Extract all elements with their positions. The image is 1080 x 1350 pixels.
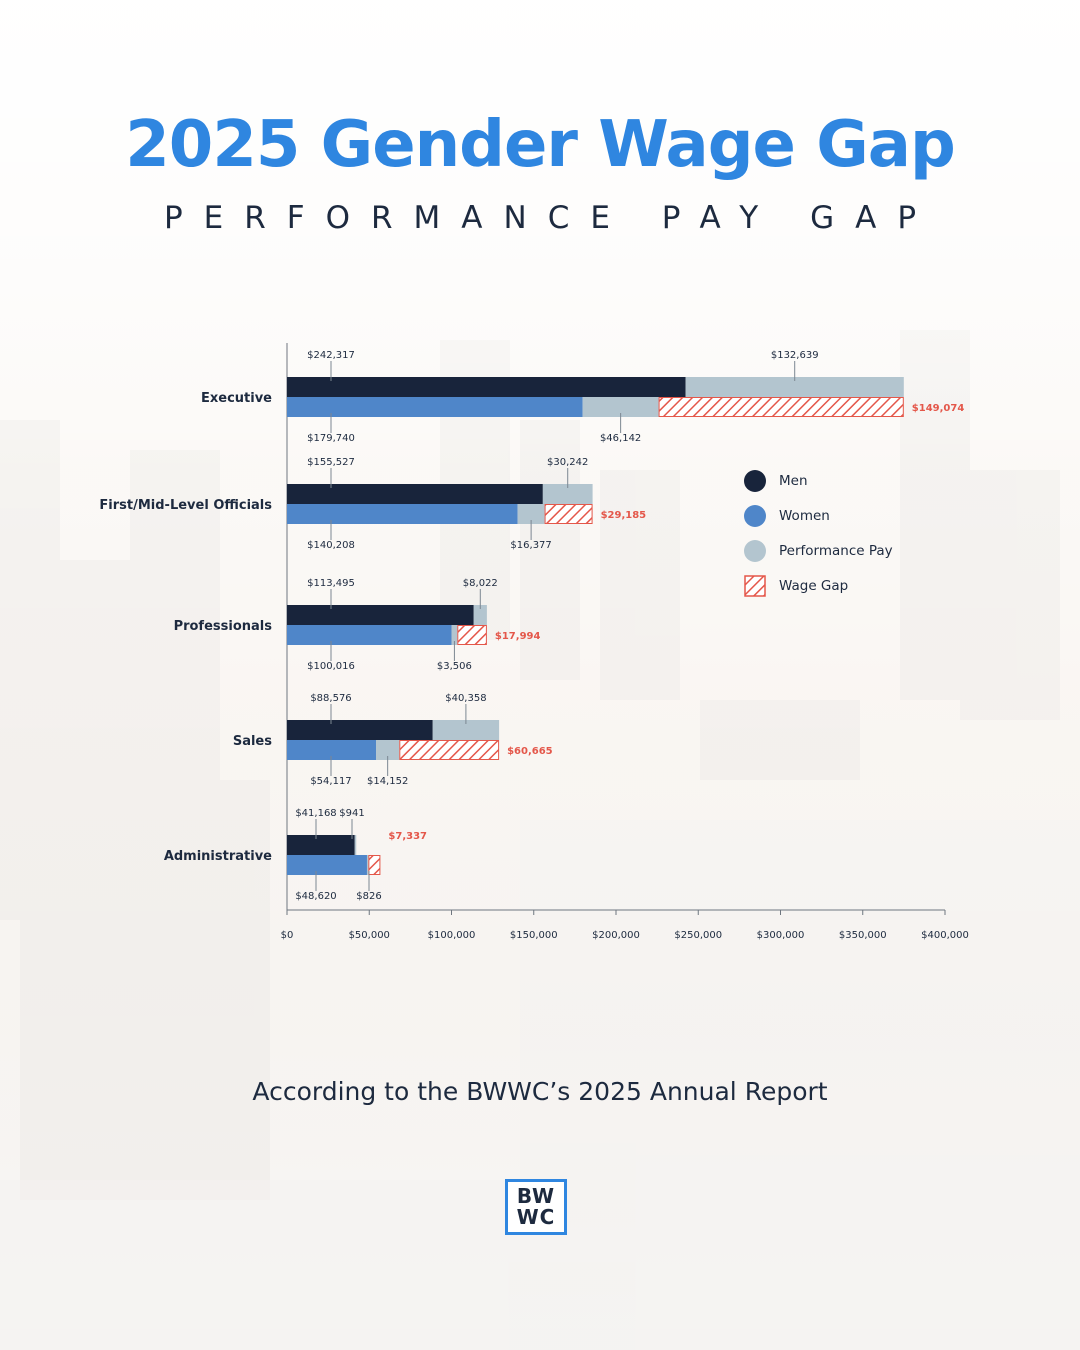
x-tick-label: $100,000 bbox=[428, 930, 476, 941]
legend-label-gap: Wage Gap bbox=[779, 577, 849, 594]
label-women-performance: $3,506 bbox=[437, 661, 472, 672]
category-label: Professionals bbox=[174, 619, 273, 634]
label-men-base: $88,576 bbox=[310, 693, 351, 704]
bar-men-performance bbox=[685, 377, 904, 397]
label-women-base: $54,117 bbox=[310, 776, 351, 787]
bar-men-performance bbox=[354, 835, 357, 855]
category-label: First/Mid-Level Officials bbox=[99, 498, 272, 513]
label-men-base: $113,495 bbox=[307, 578, 355, 589]
x-tick-label: $250,000 bbox=[674, 930, 722, 941]
label-wage-gap: $17,994 bbox=[495, 631, 541, 642]
page-title: 2025 Gender Wage Gap bbox=[125, 108, 956, 182]
legend-label-women: Women bbox=[779, 507, 830, 524]
logo-line-1: BW bbox=[516, 1184, 556, 1208]
page-subtitle: PERFORMANCE PAY GAP bbox=[163, 200, 938, 236]
label-women-performance: $826 bbox=[356, 891, 381, 902]
x-tick-label: $400,000 bbox=[921, 930, 969, 941]
legend-swatch-performance bbox=[744, 539, 766, 562]
label-wage-gap: $29,185 bbox=[601, 510, 647, 521]
label-men-performance: $941 bbox=[339, 808, 364, 819]
label-women-base: $48,620 bbox=[295, 891, 336, 902]
source-note: According to the BWWC’s 2025 Annual Repo… bbox=[252, 1077, 828, 1106]
bar-men-base bbox=[287, 484, 543, 504]
bar-women-performance bbox=[517, 504, 545, 524]
bar-women-performance bbox=[376, 740, 400, 760]
logo-line-2: WC bbox=[516, 1205, 556, 1229]
label-women-performance: $14,152 bbox=[367, 776, 408, 787]
bar-women-base bbox=[287, 625, 452, 645]
bar-women-performance bbox=[366, 855, 369, 875]
legend-swatch-gap bbox=[744, 574, 766, 597]
bar-wage-gap bbox=[399, 740, 500, 760]
label-women-performance: $16,377 bbox=[510, 540, 551, 551]
x-tick-label: $300,000 bbox=[757, 930, 805, 941]
legend-item-performance: Performance Pay bbox=[744, 533, 893, 568]
label-men-base: $155,527 bbox=[307, 457, 355, 468]
label-men-performance: $8,022 bbox=[463, 578, 498, 589]
label-men-performance: $30,242 bbox=[547, 457, 588, 468]
bar-women-performance bbox=[451, 625, 458, 645]
x-tick-label: $50,000 bbox=[349, 930, 390, 941]
legend-item-women: Women bbox=[744, 498, 893, 533]
bar-wage-gap bbox=[544, 504, 593, 524]
bar-men-base bbox=[287, 720, 433, 740]
label-women-base: $140,208 bbox=[307, 540, 355, 551]
bar-men-base bbox=[287, 605, 474, 625]
chart-bars bbox=[287, 377, 904, 875]
bar-men-performance bbox=[473, 605, 487, 625]
bwwc-logo: BW WC bbox=[505, 1179, 567, 1235]
legend-label-men: Men bbox=[779, 472, 808, 489]
x-tick-label: $0 bbox=[281, 930, 294, 941]
bar-wage-gap bbox=[457, 625, 487, 645]
wage-gap-chart: $0 $50,000 $100,000 $150,000 $200,000 $250,00… bbox=[99, 343, 969, 941]
label-women-base: $100,016 bbox=[307, 661, 355, 672]
chart-labels: Executive $242,317 $132,639 $179,740 $46,142… bbox=[99, 350, 964, 902]
x-tick-label: $350,000 bbox=[839, 930, 887, 941]
label-wage-gap: $149,074 bbox=[912, 403, 965, 414]
bar-men-base bbox=[287, 835, 355, 855]
label-men-performance: $40,358 bbox=[445, 693, 486, 704]
label-wage-gap: $7,337 bbox=[388, 831, 427, 842]
x-tick-label: $200,000 bbox=[592, 930, 640, 941]
bar-men-performance bbox=[432, 720, 500, 740]
x-tick-label: $150,000 bbox=[510, 930, 558, 941]
legend-item-gap: Wage Gap bbox=[744, 568, 893, 603]
legend-swatch-men bbox=[744, 469, 766, 492]
category-label: Sales bbox=[233, 734, 272, 749]
bar-women-performance bbox=[582, 397, 659, 417]
legend-swatch-women bbox=[744, 504, 766, 527]
chart-legend: Men Women Performance Pay Wage Gap bbox=[744, 463, 893, 603]
bar-women-base bbox=[287, 855, 367, 875]
bar-women-base bbox=[287, 397, 583, 417]
category-label: Executive bbox=[201, 391, 272, 406]
bar-men-base bbox=[287, 377, 686, 397]
legend-item-men: Men bbox=[744, 463, 893, 498]
bar-wage-gap bbox=[658, 397, 904, 417]
label-men-performance: $132,639 bbox=[771, 350, 819, 361]
label-wage-gap: $60,665 bbox=[507, 746, 553, 757]
chart-axes: $0 $50,000 $100,000 $150,000 $200,000 $250,00… bbox=[281, 343, 969, 941]
legend-label-performance: Performance Pay bbox=[779, 542, 893, 559]
bar-wage-gap bbox=[368, 855, 381, 875]
bar-women-base bbox=[287, 504, 518, 524]
category-label: Administrative bbox=[164, 849, 272, 864]
bar-men-performance bbox=[542, 484, 593, 504]
label-women-performance: $46,142 bbox=[600, 433, 641, 444]
bar-women-base bbox=[287, 740, 377, 760]
label-men-base: $41,168 bbox=[295, 808, 336, 819]
label-women-base: $179,740 bbox=[307, 433, 355, 444]
label-men-base: $242,317 bbox=[307, 350, 355, 361]
